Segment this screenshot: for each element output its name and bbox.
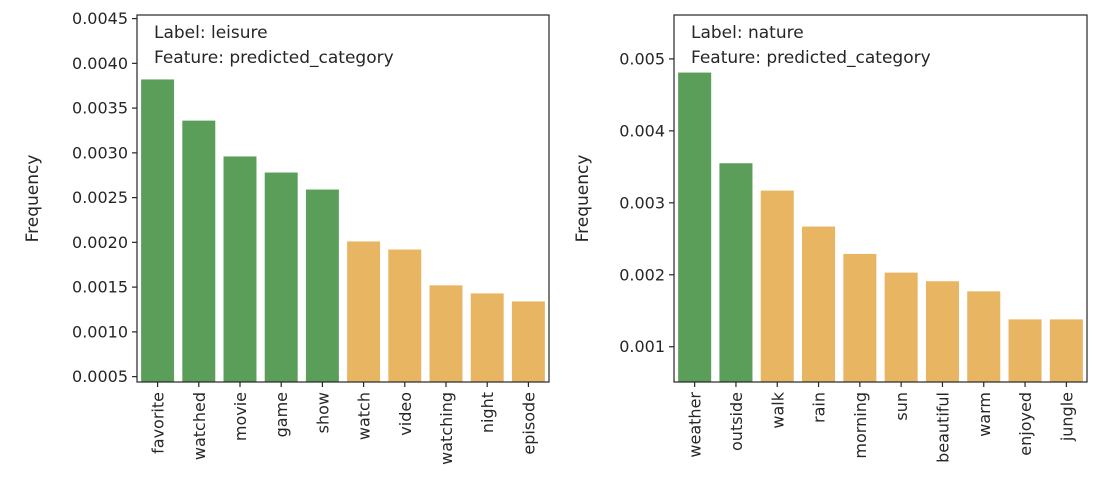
bar-rain: [802, 226, 836, 382]
bar-watch: [347, 241, 381, 382]
x-tick-label: video: [396, 392, 415, 436]
y-tick-label: 0.0030: [72, 143, 128, 162]
bar-jungle: [1049, 319, 1083, 382]
y-tick-label: 0.0025: [72, 188, 128, 207]
y-tick-label: 0.0010: [72, 322, 128, 341]
x-tick-label: enjoyed: [1016, 392, 1035, 456]
y-axis-label: Frequency: [23, 155, 43, 243]
bar-game: [264, 172, 298, 382]
x-tick-label: warm: [975, 392, 994, 437]
x-tick-label: watch: [355, 392, 374, 440]
x-tick-label: favorite: [149, 392, 168, 454]
x-tick-label: episode: [519, 392, 538, 455]
x-tick-label: morning: [851, 392, 870, 459]
y-tick-label: 0.004: [619, 121, 665, 140]
bar-movie: [223, 156, 257, 382]
y-tick-label: 0.0020: [72, 233, 128, 252]
bar-sun: [884, 272, 918, 382]
x-tick-label: watching: [437, 392, 456, 465]
y-tick-label: 0.003: [619, 193, 665, 212]
x-tick-label: rain: [810, 392, 829, 423]
y-tick-label: 0.001: [619, 337, 665, 356]
x-tick-label: watched: [190, 392, 209, 460]
annotation-line: Label: nature: [691, 23, 804, 43]
annotation-line: Label: leisure: [154, 23, 268, 43]
bar-night: [470, 293, 504, 382]
bar-enjoyed: [1008, 319, 1042, 382]
bar-watched: [182, 120, 216, 383]
x-tick-label: sun: [892, 392, 911, 421]
x-tick-label: outside: [727, 392, 746, 451]
plot-frame: [673, 14, 1088, 383]
bar-walk: [760, 190, 794, 382]
chart-leisure: 0.0005 0.0010 0.0015 0.0020 0.0025 0.0030 0.00…: [23, 9, 550, 465]
bar-warm: [967, 291, 1001, 382]
x-tick-label: show: [313, 392, 332, 433]
y-tick-label: 0.0005: [72, 367, 128, 386]
y-tick-label: 0.0035: [72, 99, 128, 118]
chart-nature: 0.001 0.002 0.003 0.004 0.005 weather outside w…: [573, 14, 1088, 463]
y-tick-label: 0.0015: [72, 278, 128, 297]
annotation-line: Feature: predicted_category: [691, 48, 931, 68]
bar-weather: [678, 72, 712, 382]
plot-frame: [136, 14, 550, 383]
y-tick-label: 0.005: [619, 49, 665, 68]
annotation-line: Feature: predicted_category: [154, 48, 394, 68]
y-tick-label: 0.0040: [72, 54, 128, 73]
bar-watching: [429, 285, 463, 382]
y-tick-label: 0.0045: [72, 9, 128, 28]
bar-outside: [719, 163, 753, 382]
x-tick-label: weather: [686, 392, 705, 458]
bar-episode: [511, 301, 545, 382]
y-axis-label: Frequency: [573, 155, 593, 243]
bar-video: [388, 249, 422, 382]
y-tick-label: 0.002: [619, 265, 665, 284]
x-tick-label: beautiful: [933, 392, 952, 463]
x-tick-label: jungle: [1057, 392, 1076, 442]
x-tick-label: movie: [231, 392, 250, 441]
bar-show: [305, 189, 339, 382]
x-tick-label: game: [272, 392, 291, 437]
x-tick-label: walk: [768, 391, 787, 428]
x-tick-label: night: [478, 392, 497, 433]
bar-favorite: [141, 79, 175, 382]
bar-beautiful: [925, 281, 959, 382]
bar-morning: [843, 253, 877, 382]
